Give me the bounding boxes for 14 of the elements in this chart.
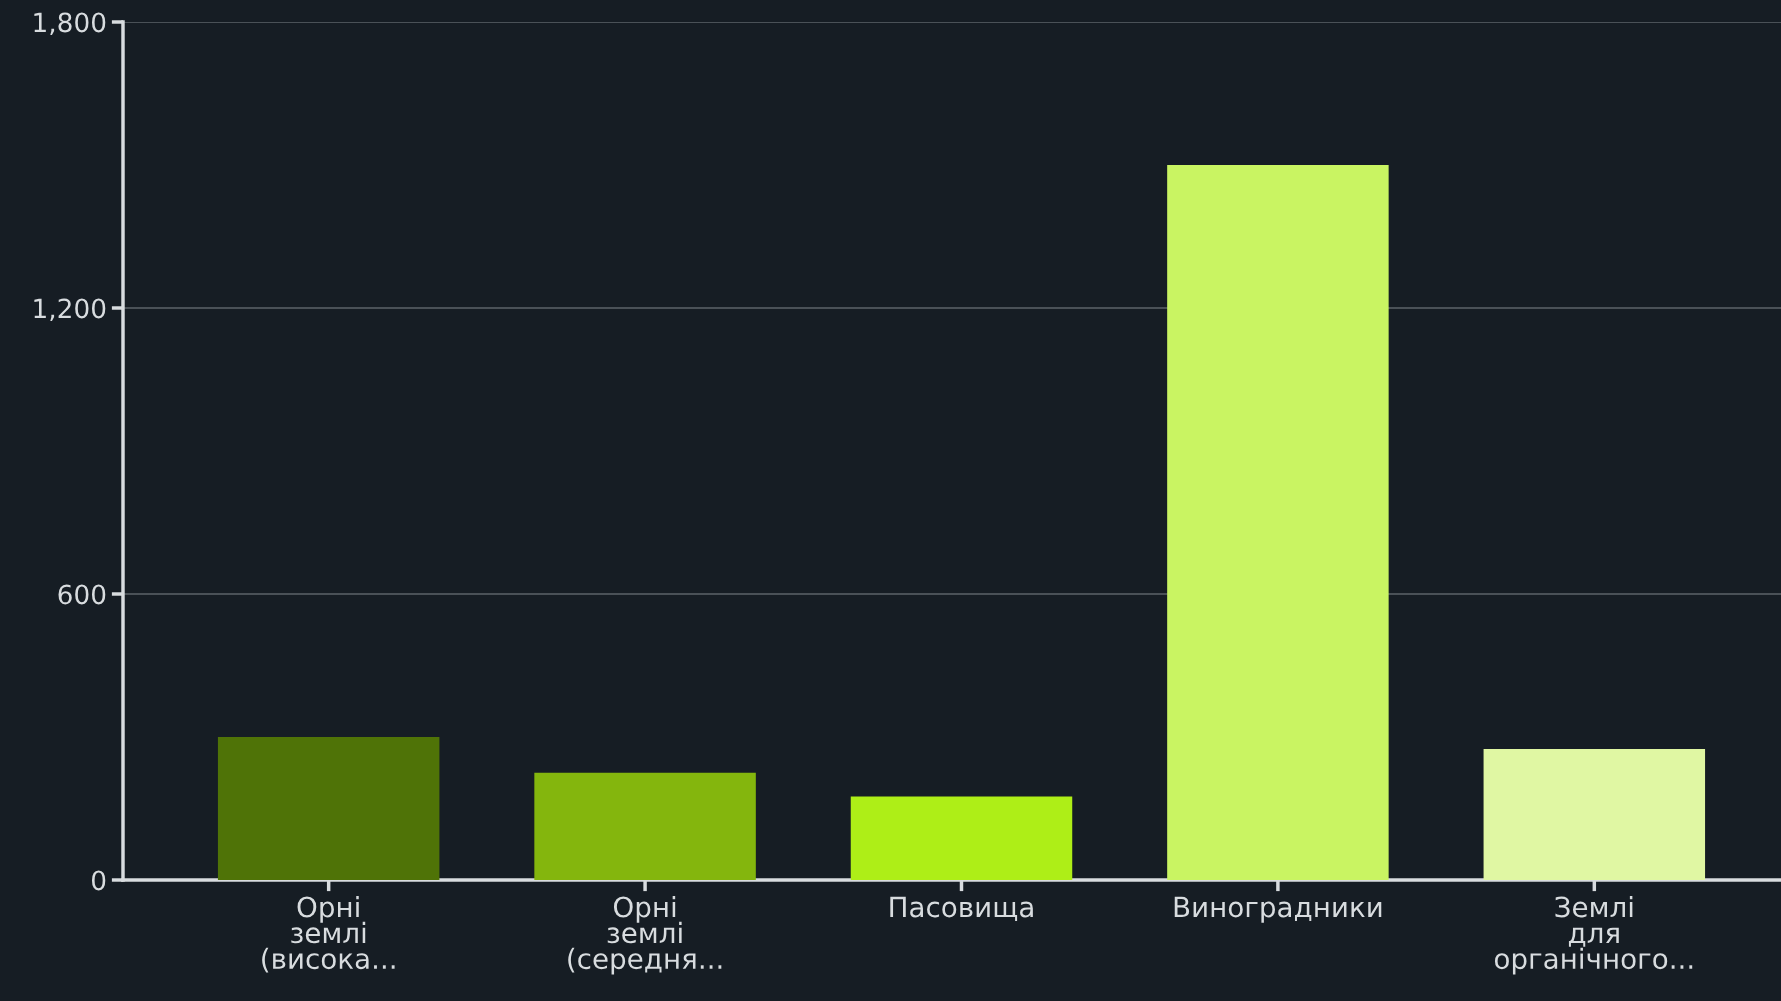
y-tick-label: 600 <box>58 584 106 605</box>
x-tick-label: Виноградники <box>1174 896 1382 923</box>
bar <box>1483 748 1706 880</box>
y-tick-label: 1,800 <box>34 12 106 36</box>
x-tick-label: Землі для органічного... <box>1494 895 1693 975</box>
bar <box>1167 165 1389 880</box>
bar <box>534 772 756 880</box>
bar <box>850 796 1073 880</box>
x-tick-label: Орні землі (середня... <box>568 895 722 975</box>
bar <box>217 737 440 880</box>
y-tick-label: 1,200 <box>34 298 106 322</box>
y-tick-label: 0 <box>91 870 106 891</box>
x-tick-label: Орні землі (висока... <box>262 895 395 973</box>
x-tick-label: Пасовища <box>890 896 1033 921</box>
